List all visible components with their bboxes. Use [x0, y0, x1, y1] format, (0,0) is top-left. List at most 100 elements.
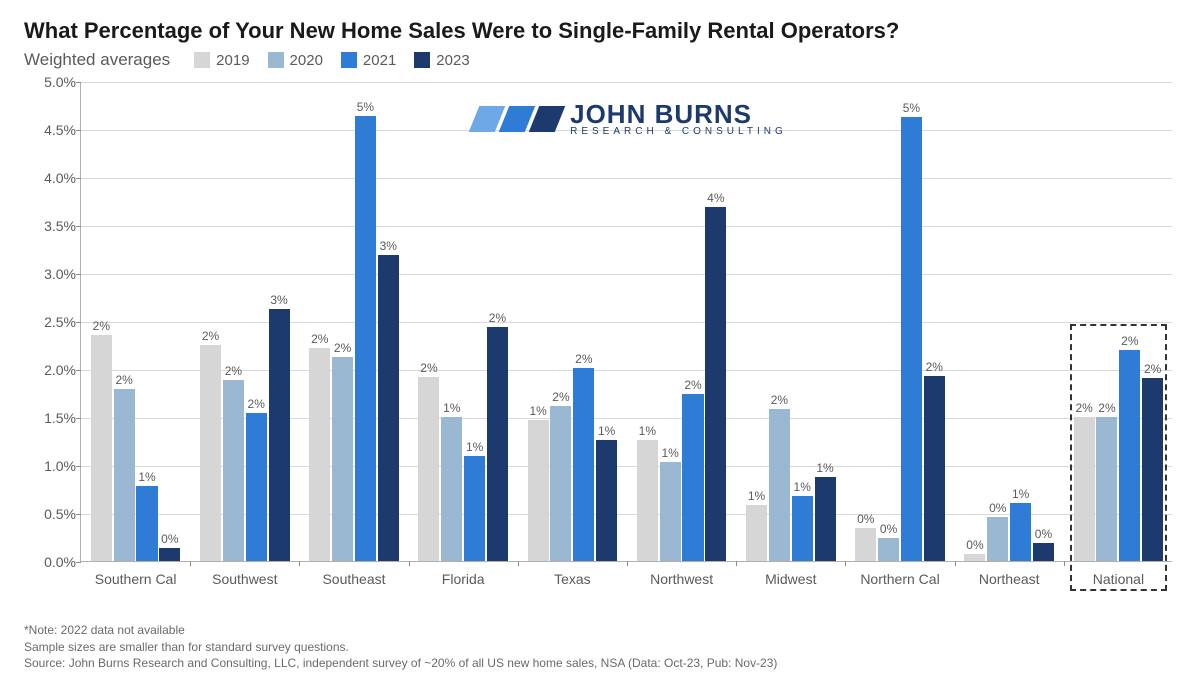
bar — [528, 420, 549, 561]
legend: Weighted averages 2019202020212023 — [24, 50, 1176, 70]
bar — [1142, 378, 1163, 561]
bar-value-label: 1% — [816, 461, 833, 475]
bar-value-label: 2% — [311, 332, 328, 346]
bar — [792, 496, 813, 561]
bar — [964, 554, 985, 561]
bar — [1033, 543, 1054, 561]
bar-value-label: 2% — [552, 390, 569, 404]
legend-swatch — [414, 52, 430, 68]
bar — [309, 348, 330, 561]
bar — [987, 517, 1008, 561]
gridline — [81, 418, 1172, 419]
bar — [746, 505, 767, 561]
bar — [355, 116, 376, 561]
plot-wrap: Southern Cal2%2%1%0%Southwest2%2%2%3%Sou… — [24, 76, 1176, 596]
bar — [332, 357, 353, 561]
bar — [136, 486, 157, 561]
x-tick-label: Southwest — [212, 571, 277, 587]
bar — [1096, 417, 1117, 561]
x-tick-mark — [955, 561, 956, 566]
footnote-line: Sample sizes are smaller than for standa… — [24, 639, 777, 655]
gridline — [81, 82, 1172, 83]
x-tick-mark — [627, 561, 628, 566]
bar — [660, 462, 681, 561]
y-tick-label: 4.5% — [24, 122, 76, 138]
chart-title: What Percentage of Your New Home Sales W… — [24, 18, 1176, 44]
bar-value-label: 2% — [489, 311, 506, 325]
x-tick-label: Midwest — [765, 571, 816, 587]
x-tick-mark — [736, 561, 737, 566]
x-tick-label: Northeast — [979, 571, 1040, 587]
x-tick-mark — [409, 561, 410, 566]
bar — [441, 417, 462, 561]
bar-value-label: 2% — [202, 329, 219, 343]
x-tick-mark — [190, 561, 191, 566]
bar-value-label: 1% — [466, 440, 483, 454]
bar-value-label: 2% — [93, 319, 110, 333]
plot-area: Southern Cal2%2%1%0%Southwest2%2%2%3%Sou… — [80, 82, 1172, 562]
bar-value-label: 2% — [116, 373, 133, 387]
x-tick-mark — [1064, 561, 1065, 566]
gridline — [81, 274, 1172, 275]
gridline — [81, 466, 1172, 467]
bar — [246, 413, 267, 561]
footnote-line: Source: John Burns Research and Consulti… — [24, 655, 777, 671]
x-tick-label: National — [1093, 571, 1144, 587]
footnote-line: *Note: 2022 data not available — [24, 622, 777, 638]
bar — [464, 456, 485, 561]
y-tick-mark — [76, 274, 81, 275]
brand-logo-shape — [529, 106, 566, 132]
x-tick-label: Northwest — [650, 571, 713, 587]
legend-item: 2021 — [341, 52, 396, 69]
legend-swatch — [268, 52, 284, 68]
bar — [596, 440, 617, 561]
bar — [200, 345, 221, 561]
bar-value-label: 2% — [225, 364, 242, 378]
legend-item: 2023 — [414, 52, 469, 69]
y-tick-mark — [76, 418, 81, 419]
bar-value-label: 2% — [334, 341, 351, 355]
x-tick-label: Florida — [442, 571, 485, 587]
brand-logo-text: JOHN BURNSRESEARCH & CONSULTING — [570, 101, 787, 137]
legend-label-text: 2023 — [436, 52, 469, 69]
y-tick-mark — [76, 466, 81, 467]
bar-value-label: 0% — [1035, 527, 1052, 541]
bar-value-label: 1% — [748, 489, 765, 503]
bar-value-label: 2% — [926, 360, 943, 374]
legend-swatch — [194, 52, 210, 68]
y-tick-label: 1.5% — [24, 410, 76, 426]
bar — [487, 327, 508, 561]
gridline — [81, 178, 1172, 179]
brand-logo-top-text: JOHN BURNS — [570, 101, 787, 127]
y-tick-mark — [76, 370, 81, 371]
y-tick-label: 0.5% — [24, 506, 76, 522]
y-tick-label: 4.0% — [24, 170, 76, 186]
brand-logo-mark — [474, 106, 560, 132]
bar-value-label: 5% — [357, 100, 374, 114]
legend-item: 2019 — [194, 52, 249, 69]
legend-subtitle: Weighted averages — [24, 50, 170, 70]
bar-value-label: 2% — [420, 361, 437, 375]
gridline — [81, 370, 1172, 371]
bar — [637, 440, 658, 561]
bar — [418, 377, 439, 561]
bar — [1010, 503, 1031, 561]
bar — [1119, 350, 1140, 561]
bar — [769, 409, 790, 561]
bar-value-label: 1% — [662, 446, 679, 460]
gridline — [81, 130, 1172, 131]
y-tick-mark — [76, 514, 81, 515]
bar — [901, 117, 922, 561]
x-tick-label: Southern Cal — [95, 571, 177, 587]
gridline — [81, 514, 1172, 515]
bar — [855, 528, 876, 561]
bar — [378, 255, 399, 561]
legend-label-text: 2019 — [216, 52, 249, 69]
bar-value-label: 0% — [966, 538, 983, 552]
bar-value-label: 2% — [1144, 362, 1161, 376]
y-tick-mark — [76, 322, 81, 323]
bar — [573, 368, 594, 561]
bar-value-label: 0% — [989, 501, 1006, 515]
bar-value-label: 0% — [880, 522, 897, 536]
bar — [550, 406, 571, 561]
